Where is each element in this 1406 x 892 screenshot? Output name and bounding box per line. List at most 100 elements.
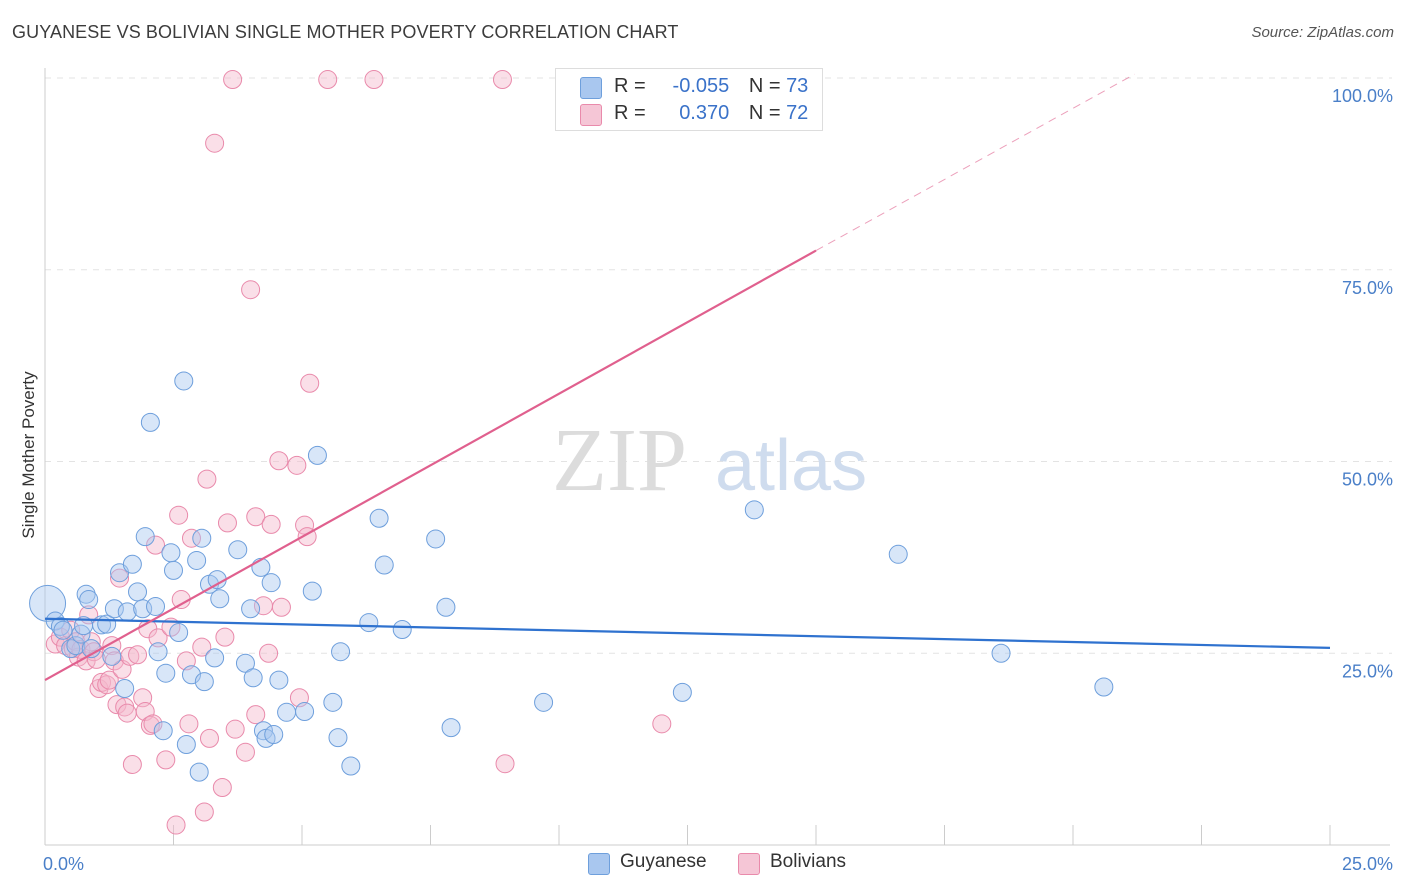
legend-n-label: N = <box>748 102 781 124</box>
bolivians-point <box>246 507 266 527</box>
bolivians-point <box>295 515 315 535</box>
guyanese-point <box>76 584 96 604</box>
bolivians-point <box>169 505 189 525</box>
bolivians-point <box>287 455 307 475</box>
guyanese-point <box>323 692 343 712</box>
guyanese-point <box>102 646 122 666</box>
guyanese-point <box>888 544 908 564</box>
bolivians-point <box>271 597 291 617</box>
bottom-swatch-bolivians <box>738 853 760 875</box>
guyanese-point <box>426 529 446 549</box>
bolivians-point <box>133 688 153 708</box>
legend-r-value: 0.370 <box>679 102 730 124</box>
guyanese-point <box>331 642 351 662</box>
guyanese-point <box>744 500 764 520</box>
guyanese-point <box>161 543 181 563</box>
guyanese-point <box>210 589 230 609</box>
guyanese-point <box>228 540 248 560</box>
watermark-zip: ZIP <box>552 411 687 510</box>
bolivians-point <box>199 728 219 748</box>
guyanese-point <box>205 648 225 668</box>
bolivians-point <box>122 754 142 774</box>
guyanese-point <box>148 642 168 662</box>
guyanese-point <box>153 721 173 741</box>
bolivians-point <box>215 627 235 647</box>
axis-layer <box>44 68 1390 846</box>
bolivians-point <box>166 815 186 835</box>
x-tick-label: 25.0% <box>1342 854 1393 874</box>
bottom-swatch-guyanese <box>588 853 610 875</box>
guyanese-point <box>374 555 394 575</box>
y-tick-label: 100.0% <box>1332 86 1393 106</box>
guyanese-point <box>359 613 379 633</box>
guyanese-point <box>261 573 281 593</box>
bolivians-point <box>217 513 237 533</box>
guyanese-point <box>441 718 461 738</box>
bolivians-point <box>261 514 281 534</box>
guyanese-point <box>187 550 207 570</box>
bolivians-point <box>318 70 338 90</box>
guyanese-point <box>164 560 183 580</box>
bolivians-point <box>110 568 130 588</box>
source-label: Source: ZipAtlas.com <box>1251 24 1394 41</box>
bolivians-point <box>99 670 119 690</box>
tick-layer: 25.0% 50.0% 75.0% 100.0% 0.0% 25.0% <box>43 86 1393 874</box>
bolivians-point <box>223 70 243 90</box>
bolivians-point <box>117 703 137 723</box>
guyanese-point <box>128 582 148 602</box>
bolivians-point <box>192 637 212 657</box>
guyanese-point <box>253 721 273 741</box>
bolivians-point <box>212 777 232 797</box>
guyanese-point <box>104 599 124 619</box>
bolivians-point <box>495 754 515 774</box>
legend-n-label: N = <box>748 75 781 97</box>
legend-r-label: R = <box>614 75 646 97</box>
legend-swatch-bolivians <box>580 104 602 126</box>
bolivians-point <box>205 133 225 153</box>
bolivians-point <box>197 469 217 489</box>
guyanese-point <box>194 672 214 692</box>
guyanese-point <box>307 445 327 465</box>
bolivians-point <box>235 742 255 762</box>
chart-title: GUYANESE VS BOLIVIAN SINGLE MOTHER POVER… <box>12 22 679 42</box>
y-axis-label: Single Mother Poverty <box>19 371 38 539</box>
guyanese-trend-line <box>44 617 1331 649</box>
bottom-legend-label: Guyanese <box>620 851 707 872</box>
guyanese-point <box>135 527 155 547</box>
guyanese-point <box>115 679 135 699</box>
guyanese-point <box>369 508 389 528</box>
guyanese-point <box>140 412 160 432</box>
guyanese-point <box>243 668 263 688</box>
guyanese-point <box>1094 677 1114 697</box>
guyanese-point <box>117 602 137 622</box>
guyanese-point <box>436 597 456 617</box>
legend-r-label: R = <box>614 102 646 124</box>
guyanese-point <box>79 590 99 610</box>
trend-layer <box>44 73 1331 682</box>
guyanese-point <box>269 670 289 690</box>
bolivians-point <box>364 70 384 90</box>
bolivians-point <box>56 636 76 656</box>
guyanese-point <box>53 620 73 640</box>
bolivians-point <box>652 714 672 734</box>
guyanese-points <box>29 371 1114 782</box>
bolivians-point <box>241 280 261 300</box>
bolivians-point <box>246 705 266 725</box>
bolivians-point <box>194 802 214 822</box>
bolivians-point <box>181 528 201 548</box>
bolivians-point <box>300 373 320 393</box>
guyanese-point <box>146 596 166 616</box>
legend-n-value: 72 <box>786 102 809 124</box>
guyanese-point <box>61 639 81 659</box>
legend-r-value: -0.055 <box>672 75 730 97</box>
guyanese-point <box>264 725 284 745</box>
guyanese-point <box>156 663 176 683</box>
bolivians-point <box>269 451 289 471</box>
legend-n-value: 73 <box>786 75 809 97</box>
bolivians-point <box>259 643 279 663</box>
guyanese-point <box>672 682 692 702</box>
guyanese-point <box>534 692 554 712</box>
bolivians-point <box>143 714 163 734</box>
guyanese-point <box>241 599 261 619</box>
